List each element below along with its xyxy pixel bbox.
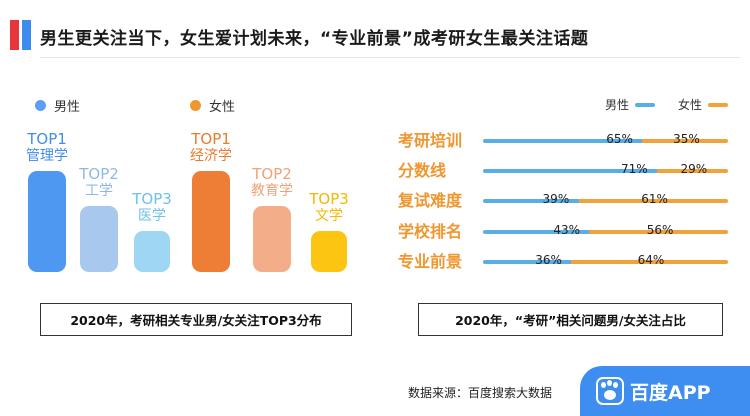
- segment-male-1: [483, 169, 657, 173]
- baidu-paw-icon: [596, 377, 624, 405]
- bar-rank-label: TOP2: [252, 165, 292, 183]
- bar-name-label: 文学: [315, 208, 343, 224]
- bar-name-label: 管理学: [26, 148, 68, 164]
- red-flag-icon: [10, 20, 19, 50]
- bar-name-label: 经济学: [190, 148, 232, 164]
- pct-female-2: 61%: [641, 192, 668, 206]
- bar-女性-top2: [253, 206, 291, 272]
- stacked-bar-3: [483, 230, 728, 234]
- blue-flag-icon: [22, 20, 31, 50]
- pct-male-3: 43%: [553, 223, 581, 237]
- pct-male-0: 65%: [606, 132, 633, 146]
- legend-female: 女性: [190, 96, 235, 115]
- bar-label-男性-top1: TOP1 管理学: [26, 131, 68, 165]
- left-chart-caption: 2020年，考研相关专业男/女关注TOP3分布: [40, 303, 352, 336]
- bar-label-女性-top3: TOP3 文学: [309, 191, 349, 225]
- segment-female-4: [571, 260, 728, 264]
- legend-right-male: 男性: [605, 96, 656, 113]
- bar-label-男性-top2: TOP2 工学: [79, 166, 119, 200]
- bar-label-男性-top3: TOP3 医学: [132, 191, 172, 225]
- bar-女性-top3: [311, 231, 347, 272]
- pct-female-1: 29%: [680, 162, 708, 176]
- right-chart-caption: 2020年，“考研”相关问题男/女关注占比: [418, 303, 723, 336]
- bar-label-女性-top2: TOP2 教育学: [251, 166, 293, 200]
- bar-rank-label: TOP3: [132, 190, 172, 208]
- bar-rank-label: TOP1: [27, 130, 67, 148]
- row-label-0: 考研培训: [398, 131, 463, 150]
- row-label-4: 专业前景: [398, 252, 463, 271]
- segment-male-2: [483, 199, 579, 203]
- stacked-bar-4: [483, 260, 728, 264]
- segment-male-0: [483, 139, 643, 143]
- segment-female-1: [656, 169, 728, 173]
- row-label-3: 学校排名: [398, 222, 463, 241]
- bar-label-女性-top1: TOP1 经济学: [190, 131, 232, 165]
- left-chart: 男性 女性 TOP1 管理学 TOP2 工学 TOP3 医学 TOP1 经济学 TOP2 教育学 T…: [0, 0, 380, 300]
- pct-female-4: 64%: [637, 253, 665, 267]
- row-label-1: 分数线: [398, 161, 447, 180]
- segment-male-3: [483, 230, 590, 234]
- page-title: 男生更关注当下，女生爱计划未来，“专业前景”成考研女生最关注话题: [40, 29, 589, 49]
- bar-男性-top3: [134, 231, 170, 272]
- pct-female-3: 56%: [646, 223, 674, 237]
- legend-female-label: 女性: [209, 100, 236, 115]
- data-source: 数据来源：百度搜索大数据: [408, 386, 553, 400]
- title-bar: 男生更关注当下，女生爱计划未来，“专业前景”成考研女生最关注话题: [0, 10, 750, 58]
- segment-female-0: [642, 139, 728, 143]
- pct-female-0: 35%: [673, 132, 700, 146]
- segment-male-4: [483, 260, 572, 264]
- legend-female-dot-icon: [190, 100, 201, 111]
- legend-male: 男性: [35, 96, 80, 115]
- bar-rank-label: TOP3: [309, 190, 349, 208]
- segment-female-3: [589, 230, 728, 234]
- pct-male-4: 36%: [535, 253, 562, 267]
- bar-rank-label: TOP1: [191, 130, 231, 148]
- legend-right-female-line-icon: [708, 102, 729, 107]
- row-label-2: 复试难度: [398, 191, 463, 210]
- pct-male-2: 39%: [542, 192, 570, 206]
- pct-male-1: 71%: [620, 162, 648, 176]
- brand-badge: 百度APP: [580, 366, 750, 416]
- legend-right-male-label: 男性: [605, 98, 630, 112]
- stacked-bar-2: [483, 199, 728, 203]
- legend-right-female-label: 女性: [678, 98, 703, 112]
- bar-name-label: 教育学: [251, 183, 293, 199]
- bar-女性-top1: [192, 171, 230, 272]
- bar-男性-top1: [28, 171, 66, 272]
- legend-right-male-line-icon: [635, 102, 656, 107]
- legend-male-dot-icon: [35, 100, 46, 111]
- legend-male-label: 男性: [54, 100, 81, 115]
- bar-男性-top2: [80, 206, 118, 272]
- stacked-bar-0: [483, 139, 728, 143]
- bar-rank-label: TOP2: [79, 165, 119, 183]
- legend-right-female: 女性: [678, 96, 729, 113]
- bar-name-label: 工学: [85, 183, 113, 199]
- header-divider: [40, 57, 740, 58]
- brand-name: 百度APP: [630, 381, 711, 404]
- segment-female-2: [578, 199, 728, 203]
- stacked-bar-1: [483, 169, 728, 173]
- bar-name-label: 医学: [138, 208, 166, 224]
